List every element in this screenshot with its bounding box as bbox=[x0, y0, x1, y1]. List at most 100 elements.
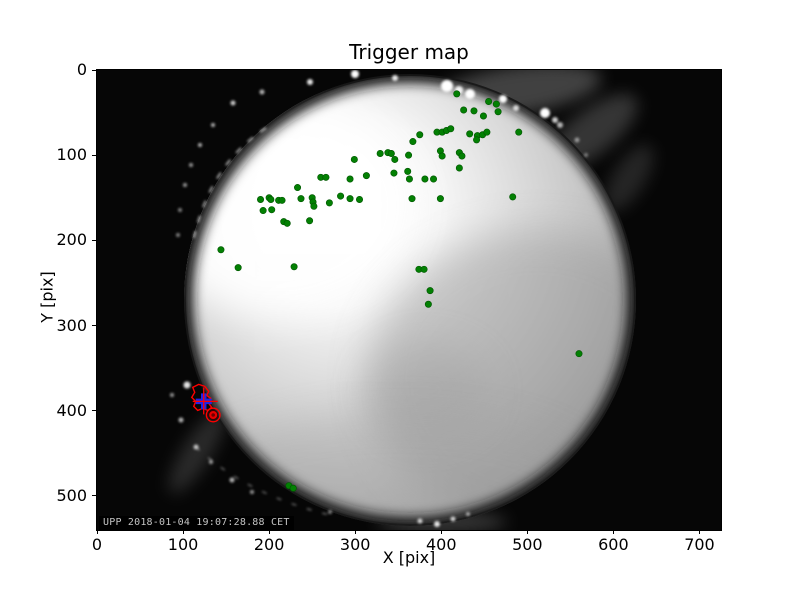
trigger-point bbox=[391, 155, 399, 163]
rim-light bbox=[499, 95, 507, 103]
y-tick-mark bbox=[92, 325, 96, 327]
x-tick-label: 500 bbox=[512, 535, 543, 554]
rim-light bbox=[250, 490, 254, 494]
rim-light bbox=[513, 105, 519, 111]
x-tick-label: 0 bbox=[91, 535, 103, 554]
trigger-point bbox=[458, 152, 466, 160]
trigger-point bbox=[408, 195, 416, 203]
trigger-point bbox=[405, 151, 413, 159]
trigger-point bbox=[453, 90, 461, 98]
trigger-point bbox=[438, 152, 446, 160]
camera-image bbox=[97, 70, 721, 530]
y-tick-label: 500 bbox=[56, 485, 87, 505]
trigger-point bbox=[494, 108, 502, 116]
trigger-point bbox=[356, 195, 364, 203]
rim-light bbox=[183, 183, 187, 187]
trigger-point bbox=[473, 136, 481, 144]
rim-light bbox=[574, 137, 580, 143]
trigger-point bbox=[466, 130, 474, 138]
rim-bright-arc bbox=[192, 127, 331, 516]
x-tick-mark bbox=[96, 530, 98, 534]
rim-light bbox=[230, 100, 236, 106]
y-tick-label: 100 bbox=[56, 145, 87, 165]
trigger-point bbox=[470, 107, 478, 115]
x-tick-label: 700 bbox=[684, 535, 715, 554]
rim-light bbox=[465, 89, 475, 99]
y-tick-label: 400 bbox=[56, 400, 87, 420]
trigger-point bbox=[387, 149, 395, 157]
trigger-point bbox=[362, 172, 370, 180]
trigger-point bbox=[460, 106, 468, 114]
rim-light bbox=[434, 521, 440, 527]
rim-light bbox=[552, 117, 558, 123]
rim-light bbox=[209, 460, 213, 464]
rim-light bbox=[193, 444, 199, 450]
x-tick-mark bbox=[612, 530, 614, 534]
y-tick-mark bbox=[92, 495, 96, 497]
trigger-point bbox=[485, 98, 493, 106]
rim-light bbox=[328, 510, 332, 514]
trigger-point bbox=[337, 192, 345, 200]
trigger-point bbox=[436, 195, 444, 203]
trigger-point bbox=[306, 217, 314, 225]
trigger-point bbox=[346, 175, 354, 183]
x-tick-label: 100 bbox=[167, 535, 199, 554]
trigger-point bbox=[322, 173, 330, 181]
trigger-point bbox=[424, 300, 432, 308]
rim-light bbox=[441, 80, 453, 92]
trigger-point bbox=[217, 246, 225, 254]
rim-light bbox=[189, 163, 193, 167]
y-tick-mark bbox=[92, 239, 96, 241]
y-tick-mark bbox=[92, 154, 96, 156]
x-tick-label: 300 bbox=[339, 535, 371, 554]
rim-light bbox=[417, 518, 423, 524]
trigger-point bbox=[509, 193, 517, 201]
trigger-point bbox=[483, 128, 491, 136]
x-tick-label: 600 bbox=[598, 535, 629, 554]
y-tick-mark bbox=[92, 410, 96, 412]
trigger-point bbox=[409, 138, 417, 146]
trigger-point bbox=[346, 195, 354, 203]
detection-cross bbox=[190, 383, 218, 415]
x-tick-label: 400 bbox=[425, 535, 457, 554]
trigger-point bbox=[455, 164, 463, 172]
trigger-point bbox=[376, 149, 384, 157]
rim-light bbox=[178, 208, 182, 212]
y-tick-label: 200 bbox=[56, 230, 87, 250]
rim-light bbox=[557, 122, 563, 128]
trigger-point bbox=[268, 206, 276, 214]
y-tick-mark bbox=[92, 69, 96, 71]
trigger-point bbox=[479, 112, 487, 120]
x-axis-label: X [pix] bbox=[382, 548, 436, 567]
trigger-point bbox=[416, 131, 424, 139]
rim-light bbox=[259, 89, 265, 95]
trigger-point bbox=[405, 175, 413, 183]
rim-light bbox=[178, 417, 184, 423]
detection-circle bbox=[205, 407, 221, 423]
trigger-point bbox=[297, 195, 305, 203]
rim-light bbox=[392, 75, 398, 81]
rim-light bbox=[198, 143, 202, 147]
rim-light bbox=[229, 477, 235, 483]
rim-light bbox=[307, 79, 313, 85]
rim-lights bbox=[170, 70, 588, 527]
rim-light bbox=[466, 512, 470, 516]
trigger-point bbox=[420, 265, 428, 273]
trigger-point bbox=[257, 195, 265, 203]
x-tick-label: 200 bbox=[253, 535, 285, 554]
rim-light bbox=[584, 153, 588, 157]
trigger-point bbox=[404, 167, 412, 175]
trigger-point bbox=[290, 263, 298, 271]
rim-light bbox=[351, 70, 359, 78]
trigger-point bbox=[283, 219, 291, 227]
trigger-point bbox=[447, 125, 455, 133]
trigger-point bbox=[325, 199, 333, 207]
x-tick-mark bbox=[698, 530, 700, 534]
trigger-point bbox=[390, 169, 398, 177]
rim-light bbox=[540, 108, 550, 118]
rim-light bbox=[211, 123, 215, 127]
x-tick-mark bbox=[268, 530, 270, 534]
x-tick-mark bbox=[526, 530, 528, 534]
trigger-point bbox=[310, 202, 318, 210]
